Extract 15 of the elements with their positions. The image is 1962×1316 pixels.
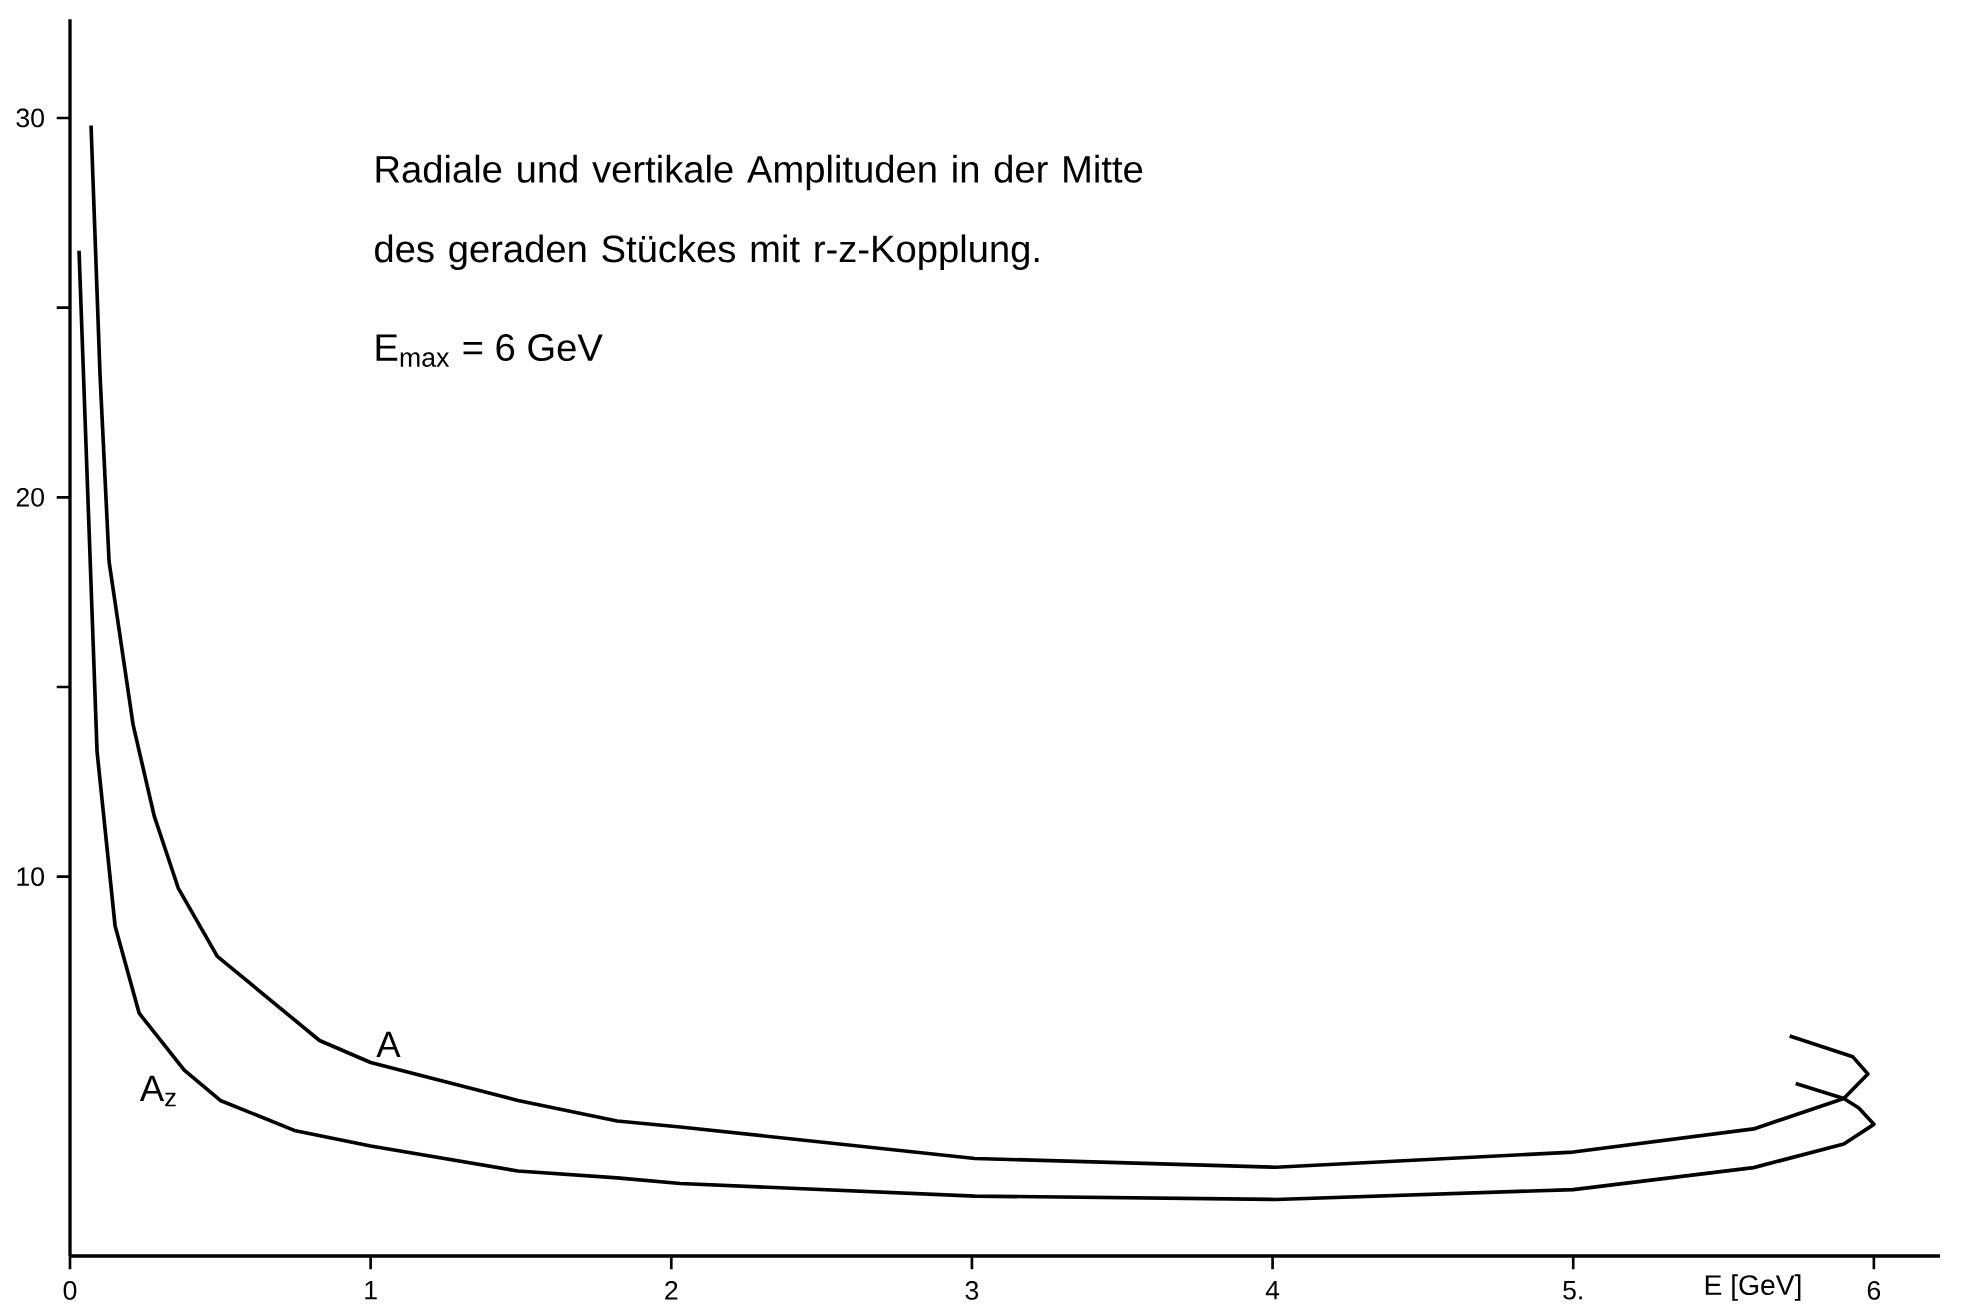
x-tick-label: 6 [1867, 1281, 1881, 1300]
x-tick-label: 5. [1563, 1281, 1582, 1300]
series-label: A$_{z}$ [139, 1075, 176, 1107]
x-tick-label: 0 [63, 1281, 77, 1300]
text: E$_{max}$ = 6 GeV [376, 334, 603, 367]
x-tick-label: 3 [965, 1281, 979, 1300]
x-tick-label: 1 [365, 1281, 377, 1300]
text: Radiale und vertikale Amplituden in der Mitte des geraden Stückes mit r-z-Kopplung. [375, 154, 1143, 271]
y-tick-label: 30 [16, 108, 44, 128]
x-tick-label: 4 [1265, 1281, 1280, 1300]
x-tick-label: 2 [665, 1281, 678, 1300]
y-tick-label: 20 [16, 487, 44, 507]
series-label: A [376, 1031, 401, 1057]
y-tick-label: 10 [17, 867, 44, 887]
x-axis-title: E [GeV] [1705, 1274, 1801, 1301]
